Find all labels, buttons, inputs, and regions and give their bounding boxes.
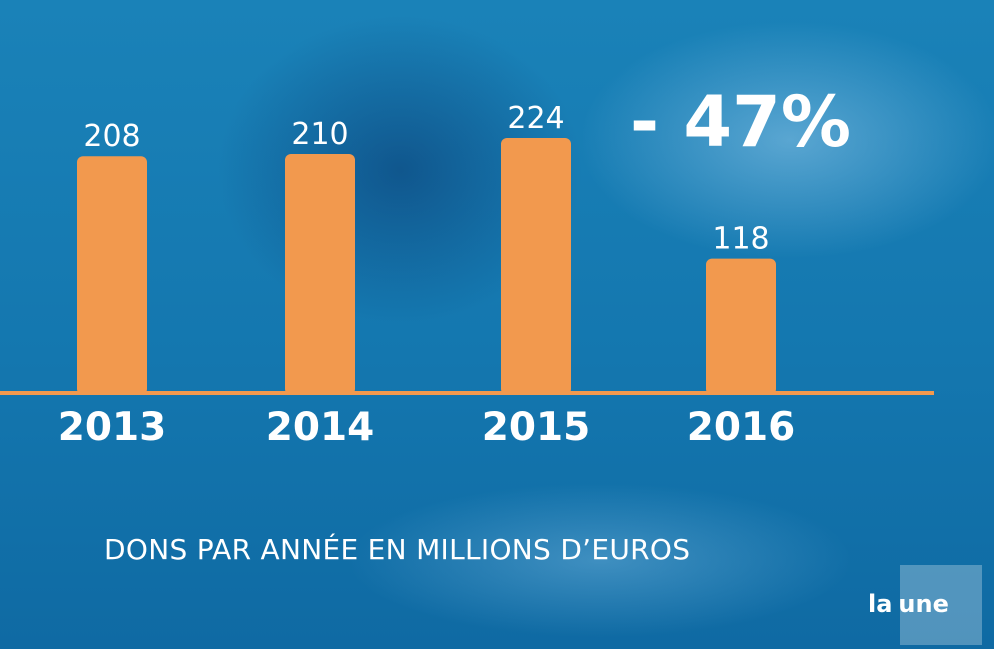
change-annotation: - 47% xyxy=(630,81,851,163)
logo-part-une: une xyxy=(898,590,949,618)
bar-2016 xyxy=(706,258,776,395)
category-label-2013: 2013 xyxy=(58,405,167,450)
value-label-2016: 118 xyxy=(712,222,769,257)
chart-caption: DONS PAR ANNÉE EN MILLIONS D’EUROS xyxy=(104,533,691,566)
category-label-2016: 2016 xyxy=(687,405,796,450)
labels-group: 208 2013 210 2014 224 2015 118 2016 xyxy=(58,101,796,450)
channel-logo: la une xyxy=(868,590,955,618)
bar-2013 xyxy=(77,156,147,395)
value-label-2013: 208 xyxy=(83,119,140,154)
logo-box xyxy=(900,565,982,645)
logo-part-la: la xyxy=(868,590,893,618)
category-label-2015: 2015 xyxy=(482,405,591,450)
value-label-2015: 224 xyxy=(507,101,564,136)
bar-2015 xyxy=(501,138,571,395)
category-label-2014: 2014 xyxy=(266,405,375,450)
bar-2014 xyxy=(285,153,355,395)
bars-group xyxy=(77,138,776,395)
value-label-2014: 210 xyxy=(291,117,348,152)
